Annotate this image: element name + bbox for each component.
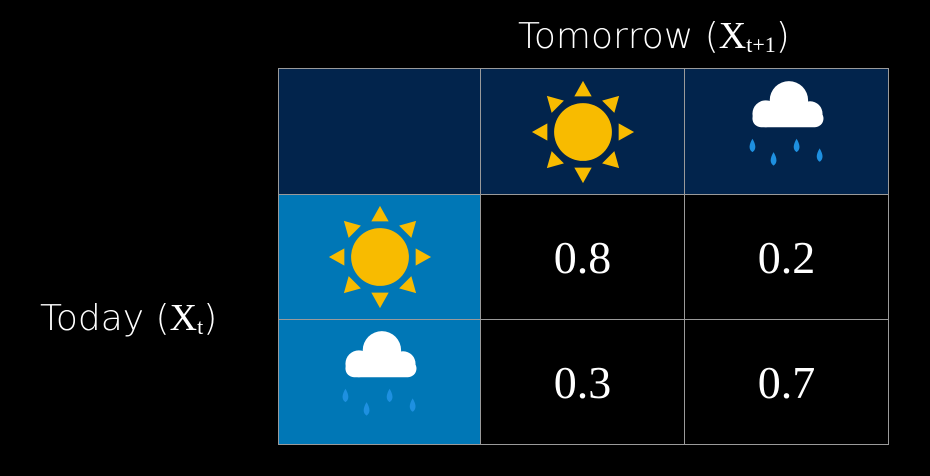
probability-sunny-sunny: 0.8 <box>480 194 685 320</box>
columns-title: Tomorrow ( <box>518 16 719 57</box>
corner-cell <box>278 68 481 195</box>
sun-icon <box>530 79 636 185</box>
columns-subscript: t+1 <box>746 32 776 57</box>
probability-sunny-rainy: 0.2 <box>684 194 889 320</box>
column-header-rainy <box>684 68 889 195</box>
rows-close: ) <box>203 298 218 339</box>
probability-rainy-sunny: 0.3 <box>480 319 685 445</box>
rain-cloud-icon <box>332 329 428 435</box>
probability-rainy-rainy: 0.7 <box>684 319 889 445</box>
rows-variable: X <box>169 297 198 339</box>
sun-icon <box>327 204 433 310</box>
columns-close: ) <box>775 16 790 57</box>
row-header-rainy <box>278 319 481 445</box>
rows-subscript: t <box>197 314 204 339</box>
rows-title: Today ( <box>40 298 170 339</box>
columns-variable: X <box>718 15 747 57</box>
rows-axis-label: Today (Xt) <box>40 296 217 340</box>
row-header-sunny <box>278 194 481 320</box>
rain-cloud-icon <box>739 79 835 185</box>
columns-axis-label: Tomorrow (Xt+1) <box>518 14 790 58</box>
column-header-sunny <box>480 68 685 195</box>
